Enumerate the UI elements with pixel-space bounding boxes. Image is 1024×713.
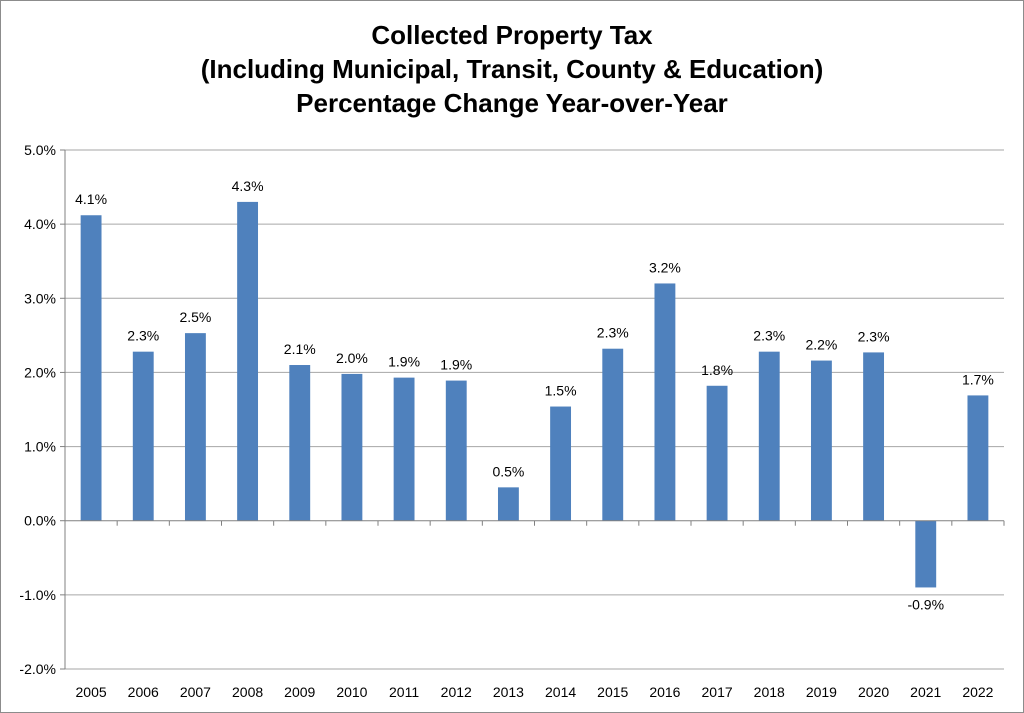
bar-2008 (237, 201, 259, 521)
gridlines (65, 149, 1004, 670)
x-tick-label: 2012 (441, 684, 472, 700)
x-tick-label: 2008 (232, 684, 263, 700)
data-label-2021: -0.9% (907, 596, 944, 612)
y-tick-label: 5.0% (24, 142, 56, 158)
y-tick-label: -2.0% (19, 661, 56, 677)
x-tick-label: 2015 (597, 684, 628, 700)
data-label-2005: 4.1% (75, 191, 107, 207)
x-tick-label: 2011 (389, 684, 419, 700)
chart-title-line-3: Percentage Change Year-over-Year (296, 88, 728, 118)
bar-2020 (863, 352, 885, 521)
bar-2009 (289, 365, 311, 521)
bar-2015 (602, 348, 624, 521)
x-tick-label: 2006 (128, 684, 159, 700)
data-label-2018: 2.3% (753, 328, 785, 344)
bar-2010 (341, 373, 363, 521)
data-label-2014: 1.5% (545, 383, 577, 399)
y-tick-label: 0.0% (24, 513, 56, 529)
data-label-2012: 1.9% (440, 357, 472, 373)
data-label-2010: 2.0% (336, 350, 368, 366)
y-tick-label: -1.0% (19, 587, 56, 603)
bar-2018 (758, 351, 780, 521)
x-tick-label: 2005 (76, 684, 107, 700)
bars (80, 201, 989, 588)
data-label-2011: 1.9% (388, 354, 420, 370)
y-tick-label: 4.0% (24, 216, 56, 232)
bar-2017 (706, 385, 728, 521)
bar-2022 (967, 395, 989, 521)
bar-2007 (184, 333, 206, 521)
bar-2019 (810, 360, 832, 521)
x-tick-label: 2009 (284, 684, 315, 700)
data-label-2016: 3.2% (649, 259, 681, 275)
x-tick-label: 2018 (754, 684, 785, 700)
data-label-2008: 4.3% (232, 178, 264, 194)
x-tick-label: 2021 (910, 684, 941, 700)
y-tick-label: 3.0% (24, 290, 56, 306)
data-label-2022: 1.7% (962, 371, 994, 387)
chart-title-line-2: (Including Municipal, Transit, County & … (200, 54, 824, 84)
chart-title: Collected Property Tax (Including Munici… (0, 18, 1024, 120)
data-label-2017: 1.8% (701, 362, 733, 378)
bar-2014 (550, 406, 572, 521)
data-label-2013: 0.5% (492, 463, 524, 479)
y-tick-label: 1.0% (24, 439, 56, 455)
data-label-2006: 2.3% (127, 328, 159, 344)
x-tick-label: 2007 (180, 684, 211, 700)
chart-title-line-1: Collected Property Tax (371, 20, 653, 50)
bar-2005 (80, 215, 102, 521)
x-tick-label: 2020 (858, 684, 889, 700)
data-label-2020: 2.3% (858, 328, 890, 344)
bar-2012 (445, 380, 467, 521)
data-label-2007: 2.5% (179, 309, 211, 325)
data-label-2019: 2.2% (805, 337, 837, 353)
bar-2011 (393, 377, 415, 521)
bar-2016 (654, 283, 676, 521)
x-tick-label: 2014 (545, 684, 576, 700)
x-tick-label: 2016 (649, 684, 680, 700)
x-tick-label: 2010 (336, 684, 367, 700)
x-tick-label: 2019 (806, 684, 837, 700)
bar-2013 (497, 487, 519, 521)
labels: 5.0% 4.0% 3.0% 2.0% 1.0% 0.0% -1.0% -2.0% 4.1% 20… (19, 142, 993, 700)
axes (60, 149, 1005, 670)
x-tick-label: 2017 (702, 684, 733, 700)
data-label-2015: 2.3% (597, 325, 629, 341)
bar-2006 (132, 351, 154, 521)
bar-2021 (915, 520, 937, 588)
data-label-2009: 2.1% (284, 341, 316, 357)
x-tick-label: 2013 (493, 684, 524, 700)
y-tick-label: 2.0% (24, 364, 56, 380)
x-tick-label: 2022 (962, 684, 993, 700)
